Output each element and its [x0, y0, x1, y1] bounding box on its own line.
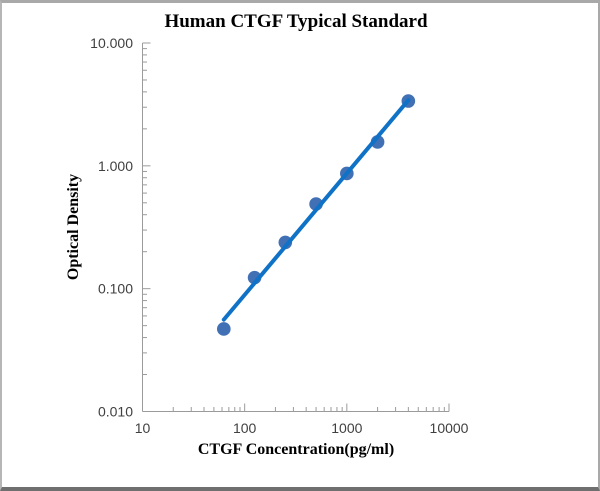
x-tick-label: 100	[233, 420, 257, 436]
x-tick-label: 10	[135, 420, 151, 436]
data-point	[217, 322, 231, 336]
y-axis-title: Optical Density	[65, 173, 82, 281]
y-tick-label: 0.010	[98, 404, 133, 420]
x-tick-label: 10000	[430, 420, 469, 436]
y-tick-label: 10.000	[90, 35, 133, 51]
y-tick-label: 0.100	[98, 281, 133, 297]
x-axis-title: CTGF Concentration(pg/ml)	[197, 441, 395, 458]
data-point	[278, 235, 293, 250]
chart-title: Human CTGF Typical Standard	[164, 11, 428, 32]
trend-line	[221, 98, 411, 322]
x-tick-label: 1000	[331, 420, 362, 436]
y-tick-label: 1.000	[98, 158, 133, 174]
